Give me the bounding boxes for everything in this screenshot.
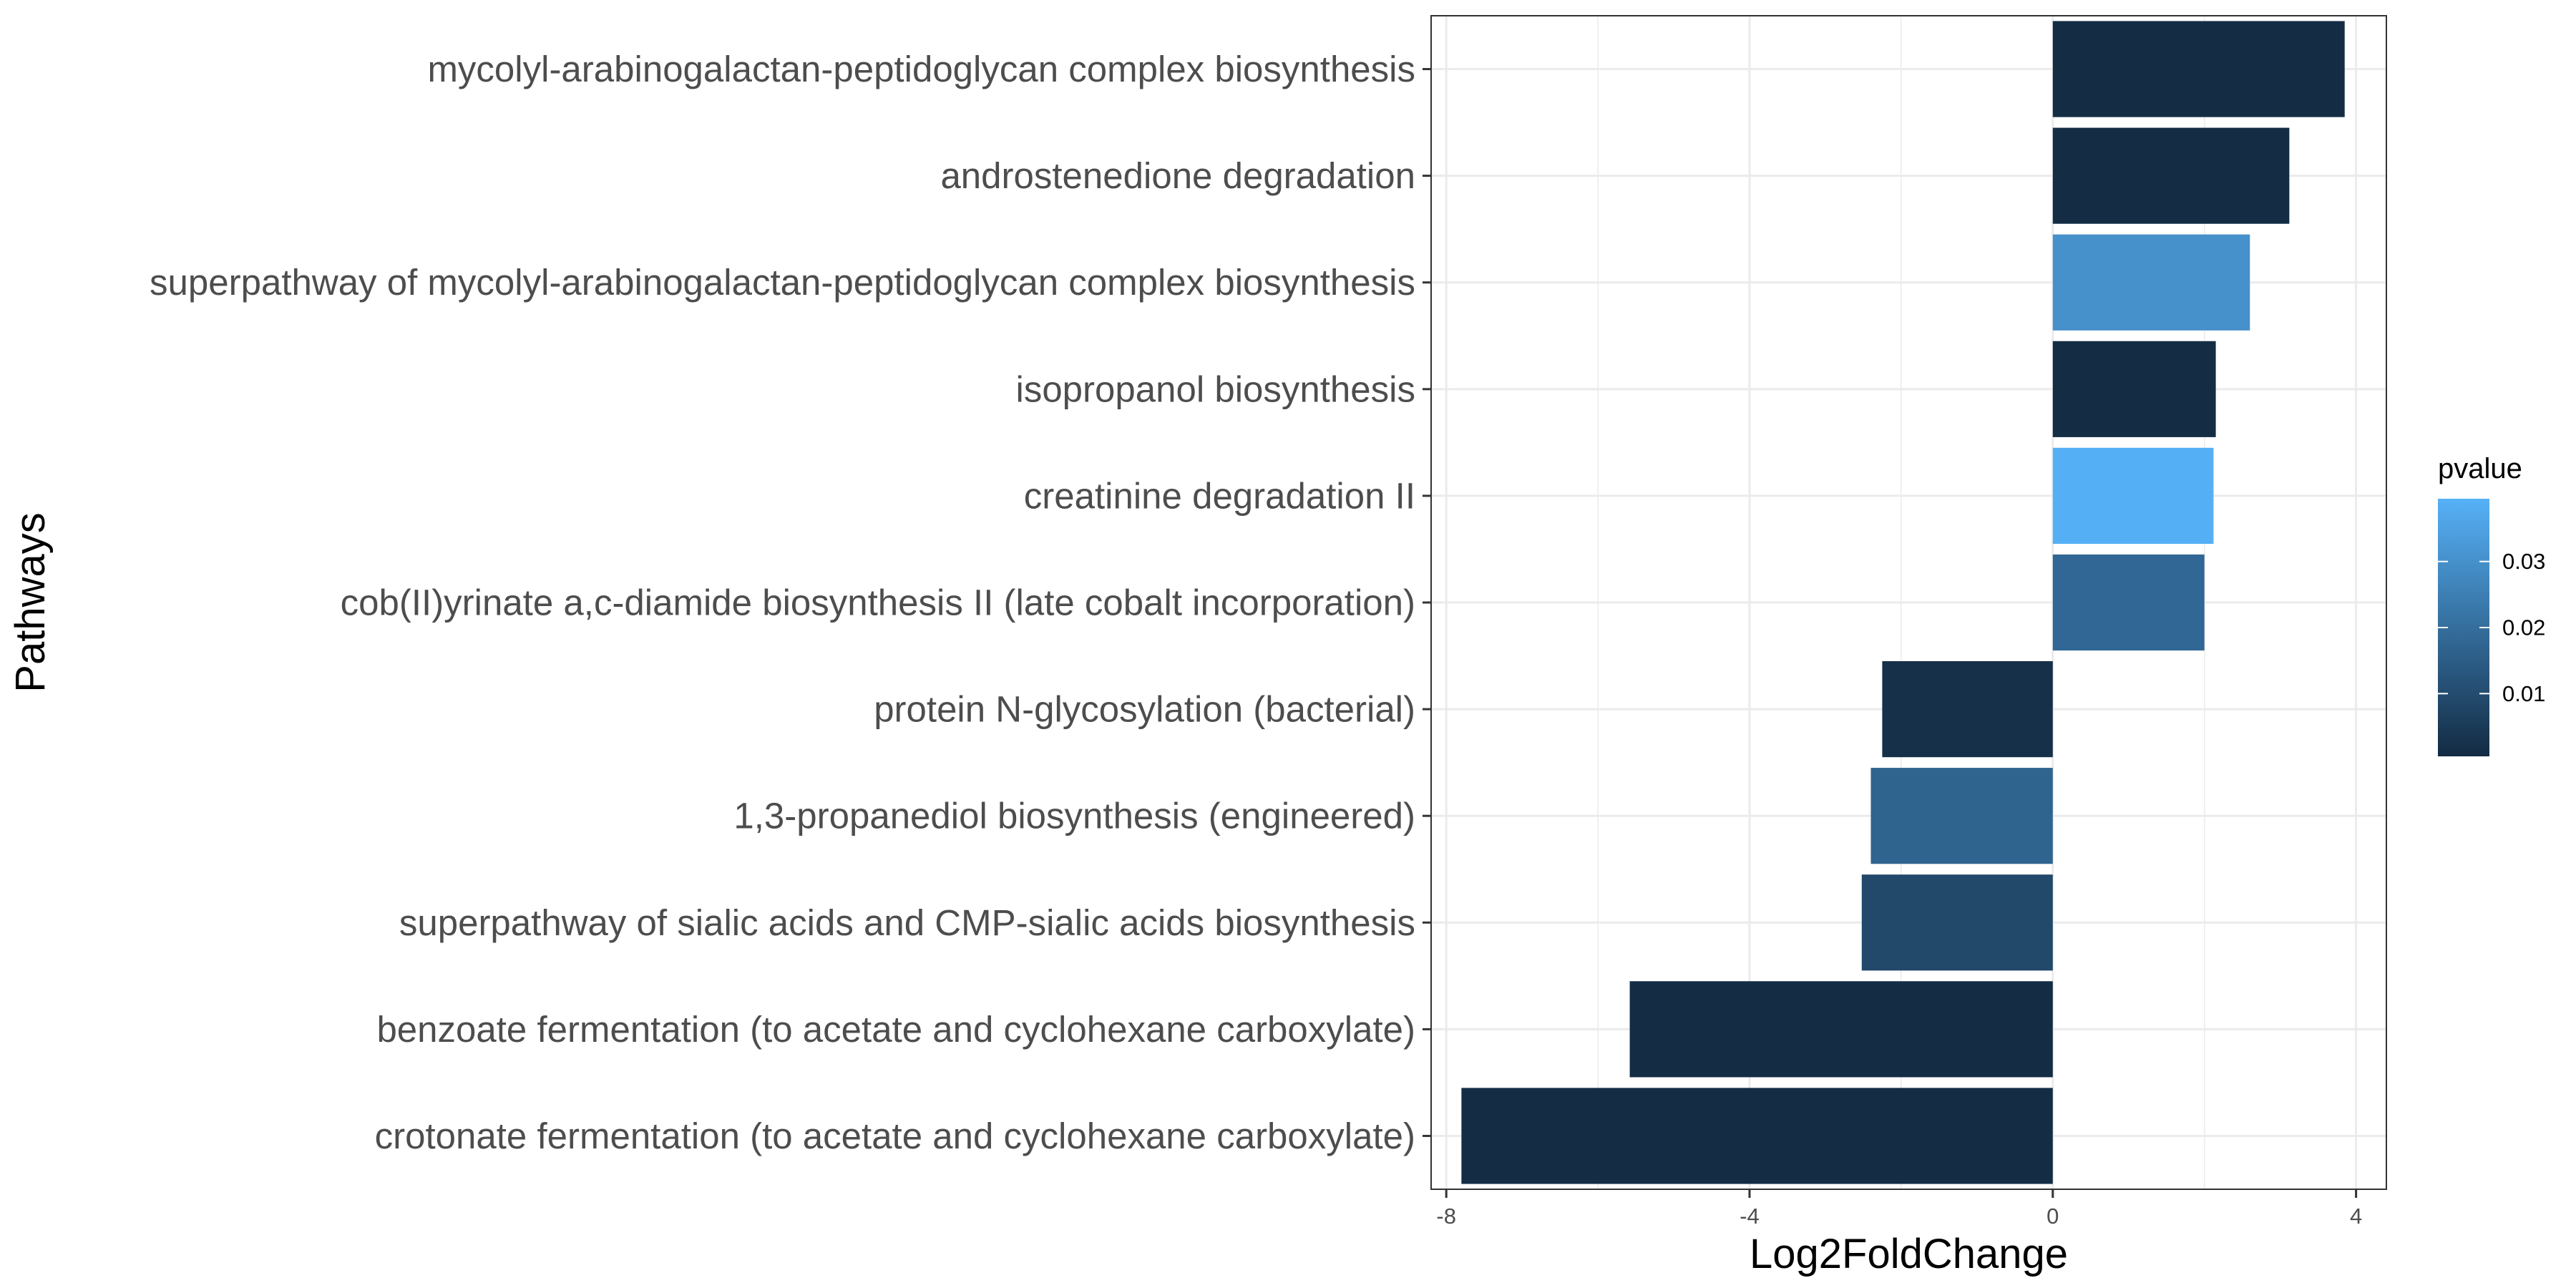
bar <box>2052 234 2250 331</box>
bar <box>2052 21 2345 117</box>
y-tick-label: protein N-glycosylation (bacterial) <box>874 689 1415 730</box>
y-tick-label: mycolyl-arabinogalactan-peptidoglycan co… <box>427 49 1415 89</box>
y-tick-label: superpathway of mycolyl-arabinogalactan-… <box>150 262 1415 303</box>
y-tick-label: cob(II)yrinate a,c-diamide biosynthesis … <box>341 582 1415 623</box>
bar <box>1461 1088 2053 1184</box>
x-axis-title: Log2FoldChange <box>1750 1231 2068 1277</box>
y-tick-label: benzoate fermentation (to acetate and cy… <box>376 1009 1415 1050</box>
y-tick-label: 1,3-propanediol biosynthesis (engineered… <box>733 796 1415 836</box>
y-axis: mycolyl-arabinogalactan-peptidoglycan co… <box>150 49 1431 1156</box>
bar <box>2052 341 2216 437</box>
y-tick-label: superpathway of sialic acids and CMP-sia… <box>399 902 1415 943</box>
bar <box>2052 447 2214 544</box>
y-tick-label: crotonate fermentation (to acetate and c… <box>375 1116 1415 1156</box>
legend-tick-label: 0.02 <box>2502 615 2545 640</box>
legend-title: pvalue <box>2438 453 2522 484</box>
x-tick-label: -8 <box>1436 1204 1456 1229</box>
bar <box>2052 554 2205 651</box>
bar <box>1629 981 2053 1078</box>
x-axis: -8 -4 0 4 <box>1436 1189 2362 1229</box>
y-tick-label: androstenedione degradation <box>940 155 1415 196</box>
legend-tick-label: 0.01 <box>2502 681 2545 706</box>
pvalue-legend: pvalue 0.01 0.02 0.03 <box>2438 453 2545 756</box>
bars <box>1461 21 2345 1184</box>
x-tick-label: 0 <box>2046 1204 2059 1229</box>
bar <box>1861 874 2053 971</box>
x-tick-label: -4 <box>1740 1204 1760 1229</box>
y-axis-title: Pathways <box>7 512 54 692</box>
legend-tick-label: 0.03 <box>2502 549 2545 574</box>
bar <box>1870 768 2053 864</box>
bar <box>2052 127 2290 224</box>
y-tick-label: creatinine degradation II <box>1024 475 1415 516</box>
x-tick-label: 4 <box>2350 1204 2362 1229</box>
y-tick-label: isopropanol biosynthesis <box>1015 369 1415 409</box>
bar <box>1882 661 2053 758</box>
